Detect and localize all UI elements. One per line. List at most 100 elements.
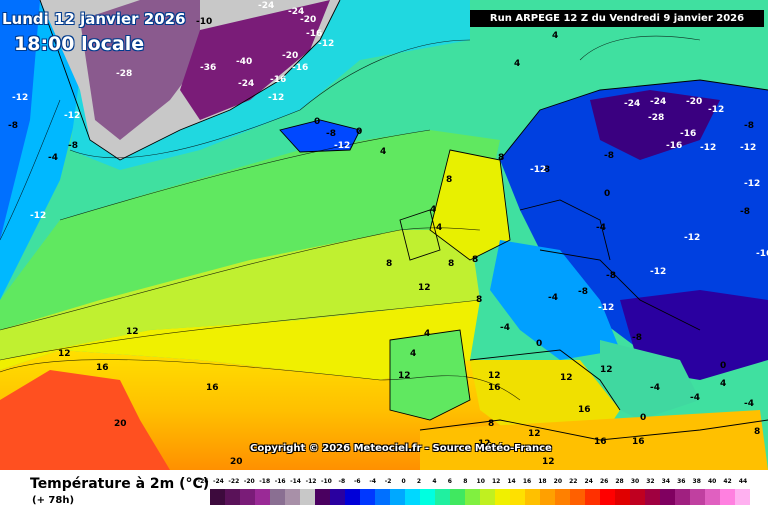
color-scale-swatch <box>420 489 435 505</box>
temperature-value: 20 <box>114 419 127 429</box>
temperature-value: -4 <box>690 393 700 403</box>
temperature-value: 8 <box>476 295 482 305</box>
scandinavia-violet <box>590 90 720 160</box>
color-scale-swatch <box>675 489 690 505</box>
mediterranean-yellow <box>470 360 620 440</box>
color-scale-tick: 30 <box>630 478 640 485</box>
temperature-map: -24-24-20-16-12-10-32-28-36-40-24 -16-20-… <box>0 0 768 470</box>
temperature-value: -8 <box>8 121 18 131</box>
balkans-green <box>600 340 700 420</box>
color-scale-swatch <box>285 489 300 505</box>
temperature-value: -12 <box>30 211 46 221</box>
temperature-value: 0 <box>604 189 610 199</box>
temperature-value: 0 <box>536 339 542 349</box>
temperature-value: 4 <box>424 329 430 339</box>
color-scale-swatch <box>600 489 615 505</box>
temperature-value: -16 <box>292 63 308 73</box>
color-scale-swatch <box>390 489 405 505</box>
color-scale-swatch <box>375 489 390 505</box>
color-scale-tick: 4 <box>432 478 437 485</box>
color-scale-swatch <box>630 489 645 505</box>
color-scale-swatch <box>480 489 495 505</box>
temperature-value: 12 <box>478 439 491 449</box>
temperature-value: -16 <box>666 141 682 151</box>
color-scale-tick: 2 <box>416 478 422 485</box>
temperature-value: -8 <box>606 271 616 281</box>
temperature-value: -12 <box>12 93 28 103</box>
central-europe-cyan <box>490 240 620 360</box>
color-scale-swatch <box>705 489 720 505</box>
color-scale-tick: 36 <box>677 478 686 485</box>
color-scale-tick: 28 <box>615 478 624 485</box>
temperature-value: -4 <box>500 323 510 333</box>
color-scale-tick: -18 <box>259 478 271 485</box>
temperature-value: 4 <box>720 379 726 389</box>
temperature-value: -12 <box>684 233 700 243</box>
color-scale-tick: 26 <box>599 478 609 485</box>
temperature-value: -12 <box>598 303 614 313</box>
coastlines <box>39 0 768 441</box>
color-scale-tick: 24 <box>584 478 593 485</box>
color-scale-tick: -12 <box>305 478 317 485</box>
temperature-value: -36 <box>200 63 216 73</box>
temperature-value: -4 <box>744 399 754 409</box>
temperature-value: -8 <box>604 151 614 161</box>
color-scale-swatch <box>270 489 285 505</box>
color-scale-swatch <box>720 489 735 505</box>
color-scale-swatch <box>465 489 480 505</box>
color-scale-tick: -6 <box>353 478 361 485</box>
temperature-value: -12 <box>530 165 546 175</box>
color-scale-swatch <box>510 489 525 505</box>
color-scale-tick: 8 <box>463 478 468 485</box>
temperature-value: -24 <box>288 7 304 17</box>
color-scale-tick: -20 <box>243 478 255 485</box>
temperature-value: 12 <box>398 371 411 381</box>
temperature-value: -28 <box>648 113 664 123</box>
color-scale-swatch <box>645 489 660 505</box>
color-scale-tick: -14 <box>290 478 301 485</box>
temperature-value: -8 <box>578 287 588 297</box>
temperature-value: 16 <box>578 405 591 415</box>
color-scale-swatch <box>435 489 450 505</box>
band-yellow <box>0 300 480 380</box>
color-scale-tick-labels: -26 -24 -22 -20 -18 -16 -14 -12 -10 -8 -6 -4 -2 0 2 4 6 8… <box>198 478 748 488</box>
lead-time: (+ 78h) <box>32 495 75 506</box>
temperature-value: 0 <box>640 413 646 423</box>
temperature-value: -16 <box>680 129 696 139</box>
color-scale-swatch <box>450 489 465 505</box>
color-scale-tick: -8 <box>338 478 346 485</box>
color-scale-tick: 20 <box>553 478 563 485</box>
color-scale-tick: 22 <box>569 478 578 485</box>
temperature-value: -8 <box>68 141 78 151</box>
temperature-value: -20 <box>282 51 298 61</box>
temperature-value: -12 <box>744 179 760 189</box>
temperature-value: 0 <box>314 117 320 127</box>
temperature-value: 8 <box>446 175 452 185</box>
temperature-value: -8 <box>326 129 336 139</box>
temperature-value-labels: -24-24-20-16-12-10-32-28-36-40-24 -16-20-… <box>8 1 768 467</box>
color-scale-tick: 32 <box>646 478 655 485</box>
temperature-value: 12 <box>528 429 541 439</box>
model-run-info: Run ARPEGE 12 Z du Vendredi 9 janvier 20… <box>470 10 764 27</box>
temperature-value: 4 <box>430 205 436 215</box>
temperature-value: 12 <box>600 365 613 375</box>
band-southwest-red <box>0 370 170 470</box>
temperature-value: -8 <box>632 333 642 343</box>
color-scale-tick: -26 <box>197 478 209 485</box>
temperature-value: -16 <box>270 75 286 85</box>
parameter-title: Température à 2m (°C) <box>30 476 210 492</box>
temperature-value: 12 <box>58 349 71 359</box>
color-scale-swatch <box>570 489 585 505</box>
color-scale-tick: -16 <box>274 478 286 485</box>
temperature-value: -20 <box>686 97 702 107</box>
temperature-value: 8 <box>498 153 504 163</box>
temperature-value: 4 <box>552 31 558 41</box>
north-africa-orange <box>420 410 768 470</box>
temperature-value: 0 <box>720 361 726 371</box>
temperature-value: 16 <box>96 363 109 373</box>
isotherms <box>0 35 701 401</box>
color-scale-tick: 44 <box>738 478 748 485</box>
temperature-value: -16 <box>306 29 322 39</box>
color-scale-swatch <box>690 489 705 505</box>
